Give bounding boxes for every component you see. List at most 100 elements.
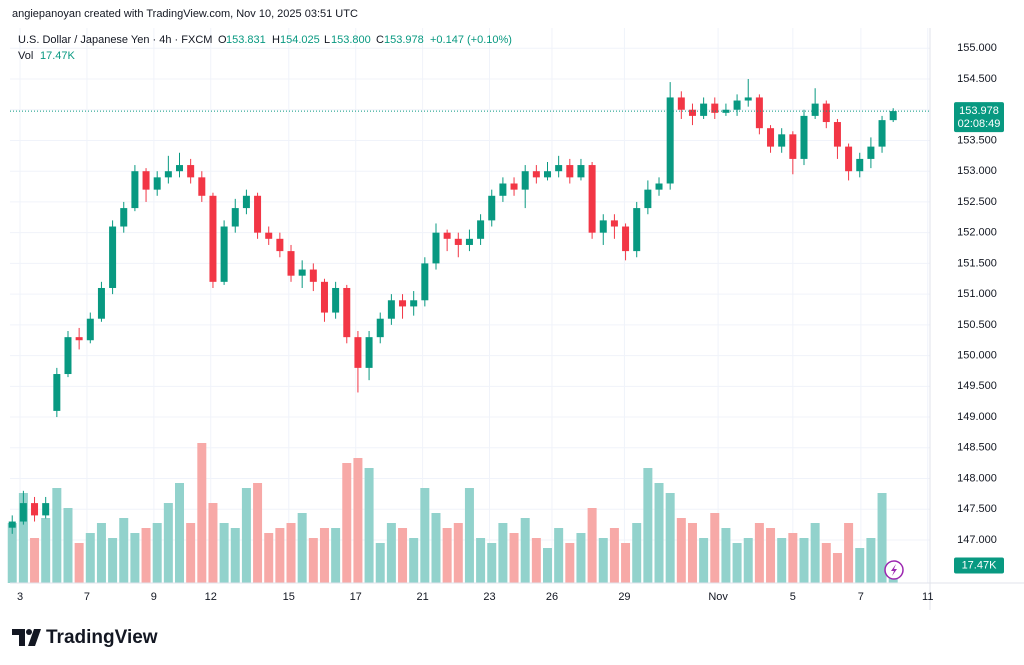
volume-bar xyxy=(197,443,207,583)
volume-bar xyxy=(264,533,274,583)
candle-body xyxy=(677,97,685,110)
y-tick-label: 150.000 xyxy=(957,349,997,361)
volume-bar xyxy=(487,543,497,583)
c-value: 153.978 xyxy=(384,34,424,46)
volume-bar xyxy=(286,523,296,583)
candle-body xyxy=(198,177,206,196)
candle-body xyxy=(220,226,228,282)
volume-bar xyxy=(420,488,430,583)
candle-body xyxy=(365,337,373,368)
volume-bar xyxy=(766,528,776,583)
volume-bar xyxy=(464,488,474,583)
y-tick-label: 152.500 xyxy=(957,196,997,208)
candle-body xyxy=(566,165,574,178)
candle-body xyxy=(276,238,284,252)
l-key: L xyxy=(324,34,330,46)
candle-body xyxy=(53,374,61,411)
y-tick-label: 147.000 xyxy=(957,534,997,546)
axes: 147.000 147.500 148.000 148.500 149.000 149.5… xyxy=(17,42,1004,603)
candle-body xyxy=(532,171,540,178)
candle-body xyxy=(86,318,94,341)
volume-bar xyxy=(375,543,385,583)
countdown-label: 02:08:49 xyxy=(958,118,1001,130)
volume-bar xyxy=(721,528,731,583)
vol-value: 17.47K xyxy=(40,50,76,62)
candle-body xyxy=(599,220,607,233)
x-tick-label: 12 xyxy=(205,591,217,603)
candle-body xyxy=(19,503,27,522)
vol-key: Vol xyxy=(18,50,33,62)
volume-bar xyxy=(74,543,84,583)
volume-bar xyxy=(442,528,452,583)
volume-bar xyxy=(409,538,419,583)
volume-bar xyxy=(476,538,486,583)
candle-body xyxy=(555,165,563,172)
volume-bar xyxy=(687,523,697,583)
volume-bar xyxy=(141,528,151,583)
volume-bar xyxy=(152,523,162,583)
volume-bar xyxy=(576,533,586,583)
candle-body xyxy=(209,195,217,282)
l-value: 153.800 xyxy=(331,34,371,46)
volume-bar xyxy=(297,513,307,583)
volume-bar xyxy=(710,513,720,583)
candle-body xyxy=(767,128,775,147)
y-tick-label: 148.000 xyxy=(957,472,997,484)
candle-body xyxy=(755,97,763,129)
volume-bar xyxy=(520,518,530,583)
last-volume-box xyxy=(954,557,1004,574)
alert-button[interactable] xyxy=(884,560,904,580)
volume-bar xyxy=(844,523,854,583)
candle-body xyxy=(510,183,518,190)
candle-body xyxy=(387,300,395,319)
candle-body xyxy=(544,171,552,178)
candle-body xyxy=(833,122,841,147)
h-key: H xyxy=(272,34,280,46)
candle-body xyxy=(845,146,853,172)
volume-bar xyxy=(598,538,608,583)
candle-body xyxy=(878,120,886,147)
last-price-box xyxy=(954,102,1004,133)
candle-body xyxy=(610,220,618,227)
candle-body xyxy=(588,165,596,233)
candle-body xyxy=(655,183,663,190)
candle-body xyxy=(320,281,328,313)
y-tick-label: 153.500 xyxy=(957,134,997,146)
candle-body xyxy=(109,226,117,288)
volume-bar xyxy=(821,543,831,583)
volume-bar xyxy=(743,538,753,583)
candle-body xyxy=(153,177,161,190)
volume-bar xyxy=(587,508,597,583)
volume-bar xyxy=(810,523,820,583)
candle-body xyxy=(499,183,507,196)
x-tick-label: 15 xyxy=(283,591,295,603)
candle-body xyxy=(343,287,351,338)
candle-body xyxy=(800,115,808,159)
candle-body xyxy=(421,263,429,301)
volume-bar xyxy=(163,503,173,583)
volume-bar xyxy=(386,523,396,583)
volume-bar xyxy=(453,523,463,583)
x-tick-label: 11 xyxy=(922,591,933,603)
volume-bar xyxy=(186,523,196,583)
volume-bar xyxy=(52,488,62,583)
y-tick-label: 151.500 xyxy=(957,257,997,269)
candle-body xyxy=(477,220,485,239)
logo-slash xyxy=(28,629,41,646)
candle-body xyxy=(811,103,819,116)
volume-bar xyxy=(208,503,218,583)
candle-body xyxy=(120,208,128,227)
candle-body xyxy=(454,238,462,245)
x-tick-label: 7 xyxy=(858,591,864,603)
volume-bar xyxy=(855,548,865,583)
candle-body xyxy=(42,503,50,516)
volume-bar xyxy=(241,488,251,583)
y-tick-label: 153.000 xyxy=(957,165,997,177)
volume-bar xyxy=(7,523,17,583)
change: +0.147 (+0.10%) xyxy=(430,34,512,46)
candle-body xyxy=(75,337,83,341)
y-tick-label: 154.500 xyxy=(957,73,997,85)
volume-bar xyxy=(275,528,285,583)
